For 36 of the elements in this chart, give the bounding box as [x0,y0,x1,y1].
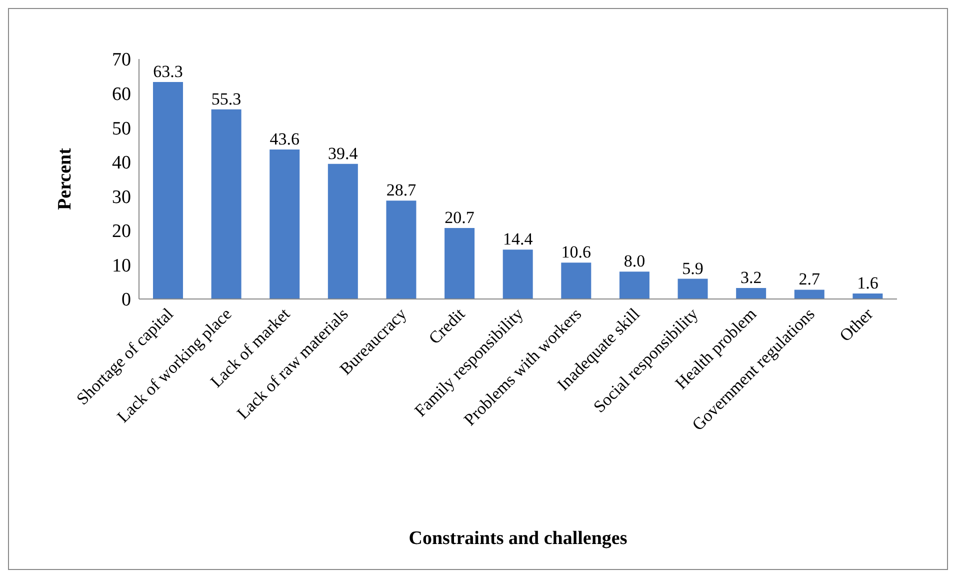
bar [736,288,766,299]
bar [561,262,592,299]
bar [502,250,533,299]
x-axis-title: Constraints and challenges [408,528,628,549]
y-tick-label: 40 [112,152,131,174]
bar [328,164,358,299]
y-tick-label: 70 [112,50,131,71]
bar [444,228,475,299]
bar [211,109,242,299]
data-label: 8.0 [624,252,646,271]
y-tick-label: 50 [112,118,131,140]
y-tick-label: 10 [112,255,131,276]
y-tick-label: 0 [122,290,131,311]
y-axis-title: Percent [54,147,76,210]
data-label: 3.2 [740,268,762,288]
data-label: 39.4 [328,144,358,163]
data-label: 5.9 [682,258,704,278]
data-label: 10.6 [561,242,592,262]
data-label: 55.3 [211,89,242,108]
data-label: 43.6 [270,130,300,149]
bar [794,290,824,299]
bar [386,200,416,299]
data-label: 14.4 [502,230,534,249]
bar [619,272,650,299]
data-label: 28.7 [386,180,417,200]
data-label: 20.7 [444,208,475,228]
bar [153,82,183,299]
data-label: 2.7 [798,270,821,289]
bar [678,278,708,299]
bar [852,294,883,299]
y-tick-label: 30 [112,186,131,208]
y-tick-label: 60 [112,84,131,106]
bar [270,150,300,299]
y-tick-label: 20 [112,221,131,242]
data-label: 63.3 [153,62,183,81]
data-label: 1.6 [857,274,878,293]
